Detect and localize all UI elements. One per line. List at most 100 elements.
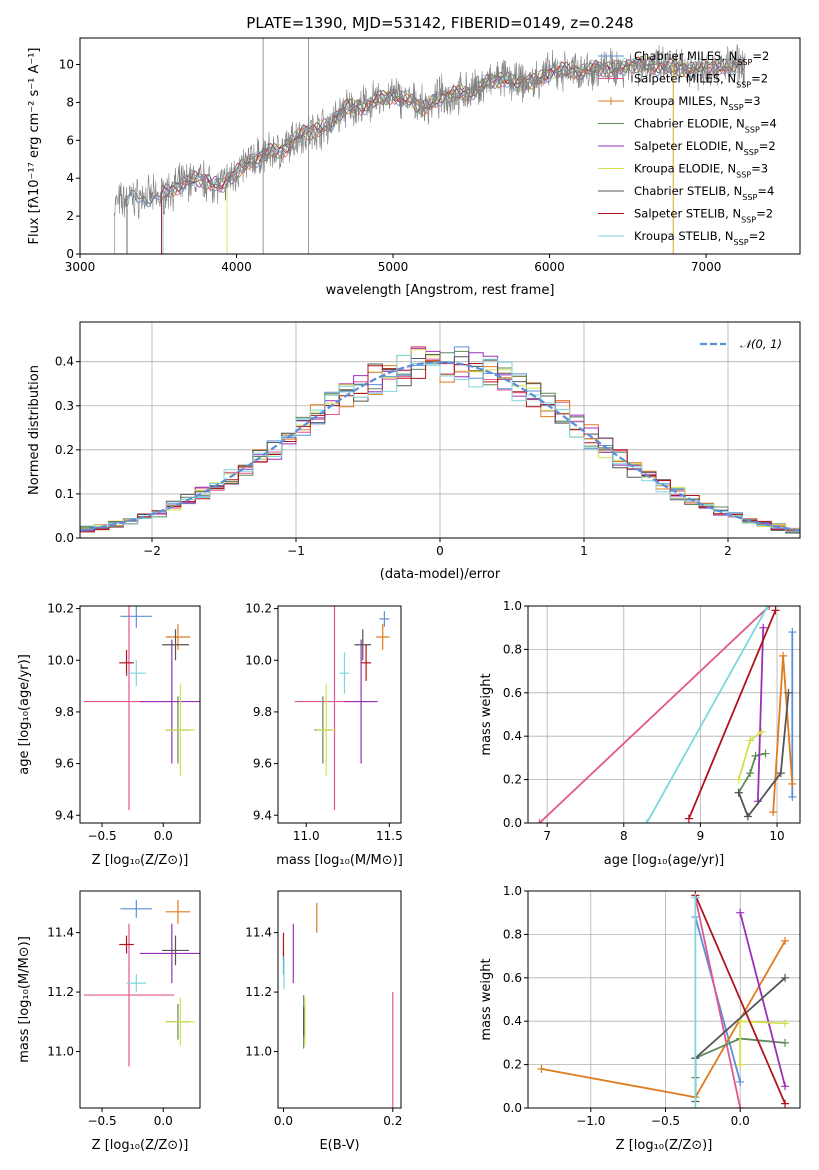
axes-frame [79,890,201,1109]
chart-weight_vs_age: 7 8 9 10 0.0 0.2 0.4 0.6 0.8 1.0 age [log₁₀(age/yr… [479,599,801,868]
x-tick-label: 1 [580,544,588,558]
weight-marker [781,973,790,982]
legend-entry: Kroupa MILES, NSSP=3 [634,94,761,112]
legend: Chabrier MILES, NSSP=2 Salpeter MILES, NS… [598,49,777,247]
y-tick-label: 9.6 [253,757,272,771]
weight-line [757,627,765,802]
weight-marker [736,908,745,917]
y-tick-label: 10 [59,58,74,72]
errorbar-point [83,923,175,1067]
weight-marker [781,1099,790,1108]
y-tick-label: 0.4 [503,1014,522,1028]
x-tick-label: −2 [143,544,161,558]
x-tick-label: 7 [543,829,551,843]
x-tick-label: 7000 [691,260,722,274]
weight-marker [781,1019,790,1028]
errorbar-point [165,998,196,1046]
weight-marker [769,808,778,817]
errorbar-point [379,611,390,627]
y-tick-label: 0.2 [503,1058,522,1072]
y-tick-label: 0.1 [55,487,74,501]
model-spectrum-line [126,55,745,254]
weight-marker [757,727,766,736]
weight-marker [691,893,700,902]
weight-line [737,752,766,794]
normal-curve [80,360,800,532]
y-tick-label: 4 [66,171,74,185]
x-axis-label: age [log₁₀(age/yr)] [604,853,725,868]
chart-residuals: −2 −1 0 1 2 0.0 0.1 0.2 0.3 0.4 (data-model)/error… [27,321,801,582]
weight-marker [781,936,790,945]
y-tick-label: 9.4 [55,808,74,822]
weight-marker [776,769,785,778]
y-tick-label: 11.4 [47,926,74,940]
y-tick-label: 11.4 [245,926,272,940]
weight-marker [763,606,772,610]
y-tick-label: 0.0 [55,531,74,545]
y-tick-label: 9.8 [253,705,272,719]
x-tick-label: 0.2 [383,1114,402,1128]
x-tick-label: 11.5 [376,829,403,843]
weight-marker [736,1060,745,1069]
y-tick-label: 10.2 [245,602,272,616]
errorbar-point [354,629,372,661]
y-tick-label: 11.0 [47,1045,74,1059]
y-tick-label: 0.4 [55,355,74,369]
x-axis-label: mass [log₁₀(M/M⊙)] [276,853,403,868]
x-tick-label: −0.5 [651,1114,680,1128]
errorbar-point [126,660,147,687]
chart-mass_vs_ebv: 0.0 0.2 11.0 11.2 11.4 E(B-V) [245,890,402,1153]
model-spectrum-line [126,59,745,254]
y-axis-label: mass weight [479,958,494,1040]
errorbar-point [316,683,337,777]
errorbar-point [120,606,153,628]
weight-marker [788,628,797,637]
weight-marker [691,1104,700,1108]
chart-mass_vs_Z: −0.5 0.0 11.0 11.2 11.4 Z [log₁₀(Z/Z⊙)] mass [… [17,890,201,1153]
plot-area [83,899,200,1067]
legend-entry: Chabrier STELIB, NSSP=4 [634,184,774,202]
errorbar-point [339,652,350,694]
weight-marker [684,814,693,823]
weight-marker [535,819,544,823]
weight-marker [736,1104,745,1108]
plot-area [80,322,800,538]
y-axis-label: age [log₁₀(age/yr)] [17,654,32,775]
weight-marker [746,736,755,745]
weight-marker [779,651,788,660]
weight-marker [751,751,760,760]
axes-frame [527,890,801,1109]
x-tick-label: 9 [697,829,705,843]
plot-area [83,606,200,811]
y-tick-label: 0.6 [503,971,522,985]
y-axis-label: mass [log₁₀(M/M⊙)] [17,936,32,1063]
legend-entry: Chabrier MILES, NSSP=2 [634,49,769,67]
x-tick-label: 0.0 [154,829,173,843]
weight-marker [761,749,770,758]
y-tick-label: 9.8 [55,705,74,719]
x-tick-label: 10 [769,829,784,843]
errorbar-point [344,639,378,764]
histogram-step [80,354,800,533]
chart-age_vs_mass: 11.0 11.5 9.4 9.6 9.8 10.0 10.2 mass [log₁₀(M/M… [245,602,403,868]
weight-marker [642,819,651,823]
x-tick-label: −0.5 [87,829,116,843]
weight-marker [736,1077,745,1086]
x-tick-label: 0.0 [274,1114,293,1128]
errorbar-point [126,974,147,993]
errorbar-point [162,935,189,966]
y-axis-label: mass weight [479,673,494,755]
y-tick-label: 1.0 [503,599,522,613]
y-tick-label: 6 [66,133,74,147]
y-tick-label: 11.2 [47,985,74,999]
model-spectrum-line [160,56,746,254]
plot-area [294,606,390,811]
x-tick-label: 0.0 [731,1114,750,1128]
errorbar-point [140,923,200,984]
x-tick-label: 4000 [221,260,252,274]
errorbar-point [119,935,134,954]
x-axis-label: Z [log₁₀(Z/Z⊙)] [92,1138,189,1153]
weight-marker [781,1082,790,1091]
weight-marker [759,623,768,632]
histogram-step [80,354,800,534]
